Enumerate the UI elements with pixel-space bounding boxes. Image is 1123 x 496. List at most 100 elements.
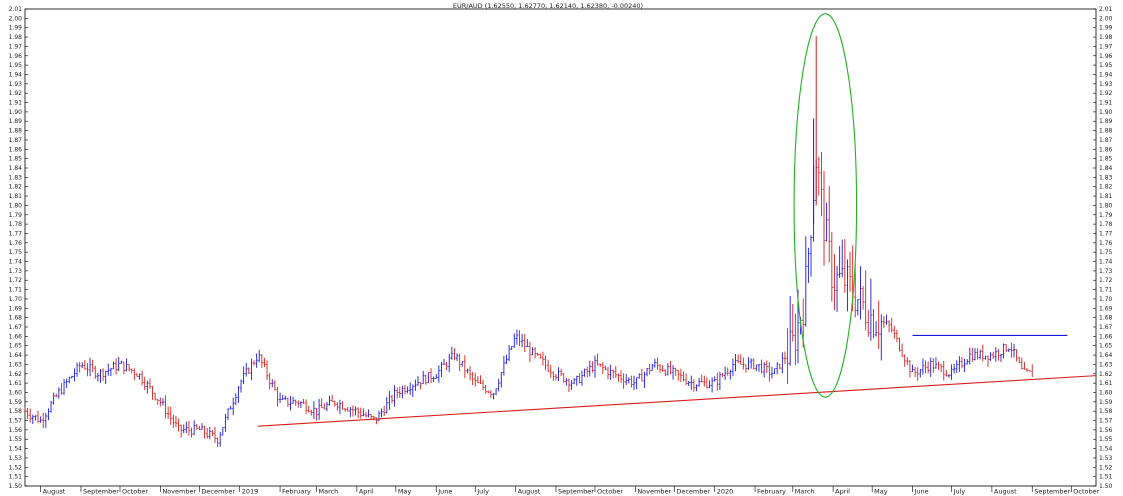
x-tick-label: August xyxy=(994,488,1017,496)
y-tick-label: 1.82 xyxy=(1099,184,1113,191)
y-tick-label: 1.62 xyxy=(9,371,23,378)
y-tick-label: 1.75 xyxy=(9,249,23,256)
y-tick-label: 1.54 xyxy=(1099,446,1113,453)
y-tick-label: 1.80 xyxy=(1099,202,1113,209)
y-tick-label: 1.51 xyxy=(9,474,23,481)
y-tick-label: 1.68 xyxy=(9,315,23,322)
y-tick-label: 1.95 xyxy=(1099,62,1113,69)
y-tick-label: 1.73 xyxy=(9,268,23,275)
x-axis: August September October November December 20… xyxy=(40,486,1100,496)
y-tick-label: 1.84 xyxy=(9,165,23,172)
y-tick-label: 1.73 xyxy=(1099,268,1113,275)
ohlc-bars xyxy=(23,36,1034,447)
y-tick-label: 1.97 xyxy=(1099,43,1113,50)
y-tick-label: 1.97 xyxy=(9,43,23,50)
y-tick-label: 1.91 xyxy=(1099,100,1113,107)
y-tick-label: 1.79 xyxy=(1099,212,1113,219)
y-tick-label: 1.65 xyxy=(1099,343,1113,350)
y-tick-label: 2.01 xyxy=(9,6,23,13)
y-tick-label: 1.84 xyxy=(1099,165,1113,172)
x-tick-label: September xyxy=(1034,488,1070,496)
y-tick-label: 1.52 xyxy=(1099,464,1113,471)
y-tick-label: 1.92 xyxy=(1099,90,1113,97)
y-tick-label: 1.96 xyxy=(1099,53,1113,60)
right-y-axis: 1.50 1.51 1.52 1.53 1.54 1.55 1.56 1.57 1.58 1.59… xyxy=(1093,6,1113,490)
y-tick-label: 1.86 xyxy=(1099,146,1113,153)
y-tick-label: 1.88 xyxy=(1099,128,1113,135)
y-tick-label: 1.72 xyxy=(9,277,23,284)
y-tick-label: 1.85 xyxy=(9,156,23,163)
y-tick-label: 1.53 xyxy=(1099,455,1113,462)
y-tick-label: 1.90 xyxy=(9,109,23,116)
x-tick-label: March xyxy=(795,488,815,496)
y-tick-label: 1.71 xyxy=(1099,287,1113,294)
y-tick-label: 1.60 xyxy=(1099,389,1113,396)
y-tick-label: 1.53 xyxy=(9,455,23,462)
y-tick-label: 1.69 xyxy=(1099,305,1113,312)
y-tick-label: 1.64 xyxy=(9,352,23,359)
y-tick-label: 1.78 xyxy=(9,221,23,228)
y-tick-label: 1.79 xyxy=(9,212,23,219)
y-tick-label: 1.72 xyxy=(1099,277,1113,284)
y-tick-label: 1.58 xyxy=(9,408,23,415)
y-tick-label: 1.96 xyxy=(9,53,23,60)
x-tick-label: November xyxy=(162,488,196,496)
y-tick-label: 1.99 xyxy=(9,25,23,32)
y-tick-label: 1.54 xyxy=(9,446,23,453)
y-tick-label: 1.88 xyxy=(9,128,23,135)
y-tick-label: 1.66 xyxy=(1099,333,1113,340)
y-tick-label: 1.59 xyxy=(9,399,23,406)
y-tick-label: 1.77 xyxy=(9,230,23,237)
y-tick-label: 1.63 xyxy=(9,361,23,368)
y-tick-label: 1.61 xyxy=(1099,380,1113,387)
y-tick-label: 1.89 xyxy=(9,118,23,125)
y-tick-label: 1.61 xyxy=(9,380,23,387)
y-tick-label: 2.00 xyxy=(9,15,23,22)
x-tick-label: May xyxy=(398,488,412,496)
y-tick-label: 1.95 xyxy=(9,62,23,69)
y-tick-label: 1.83 xyxy=(9,174,23,181)
y-tick-label: 1.81 xyxy=(9,193,23,200)
x-tick-label: June xyxy=(437,488,452,496)
y-tick-label: 1.74 xyxy=(1099,259,1113,266)
highlight-ellipse xyxy=(793,13,858,398)
x-tick-label: October xyxy=(1073,488,1099,496)
y-tick-label: 1.66 xyxy=(9,333,23,340)
x-tick-label: 2020 xyxy=(717,488,734,496)
x-tick-label: February xyxy=(282,488,311,496)
y-tick-label: 1.90 xyxy=(1099,109,1113,116)
y-tick-label: 1.60 xyxy=(9,389,23,396)
y-tick-label: 1.59 xyxy=(1099,399,1113,406)
y-tick-label: 1.57 xyxy=(1099,418,1113,425)
y-tick-label: 1.77 xyxy=(1099,230,1113,237)
support-trendline xyxy=(257,375,1097,427)
y-tick-label: 1.91 xyxy=(9,100,23,107)
y-tick-label: 1.51 xyxy=(1099,474,1113,481)
y-tick-label: 1.74 xyxy=(9,259,23,266)
y-tick-label: 1.76 xyxy=(9,240,23,247)
y-tick-label: 1.64 xyxy=(1099,352,1113,359)
y-tick-label: 1.52 xyxy=(9,464,23,471)
x-tick-label: December xyxy=(201,488,235,496)
y-tick-label: 1.50 xyxy=(9,483,23,490)
y-tick-label: 1.82 xyxy=(9,184,23,191)
y-tick-label: 1.55 xyxy=(9,436,23,443)
y-tick-label: 1.63 xyxy=(1099,361,1113,368)
x-tick-label: August xyxy=(43,488,66,496)
y-tick-label: 2.00 xyxy=(1099,15,1113,22)
annotations xyxy=(257,13,1097,427)
x-tick-label: July xyxy=(476,488,489,496)
y-tick-label: 1.83 xyxy=(1099,174,1113,181)
y-tick-label: 1.67 xyxy=(9,324,23,331)
y-tick-label: 1.67 xyxy=(1099,324,1113,331)
x-tick-label: 2019 xyxy=(242,488,259,496)
y-tick-label: 1.58 xyxy=(1099,408,1113,415)
y-tick-label: 1.85 xyxy=(1099,156,1113,163)
y-tick-label: 1.98 xyxy=(1099,34,1113,41)
y-tick-label: 1.80 xyxy=(9,202,23,209)
y-tick-label: 1.62 xyxy=(1099,371,1113,378)
y-tick-label: 1.81 xyxy=(1099,193,1113,200)
x-tick-label: April xyxy=(835,488,850,496)
y-tick-label: 1.87 xyxy=(9,137,23,144)
